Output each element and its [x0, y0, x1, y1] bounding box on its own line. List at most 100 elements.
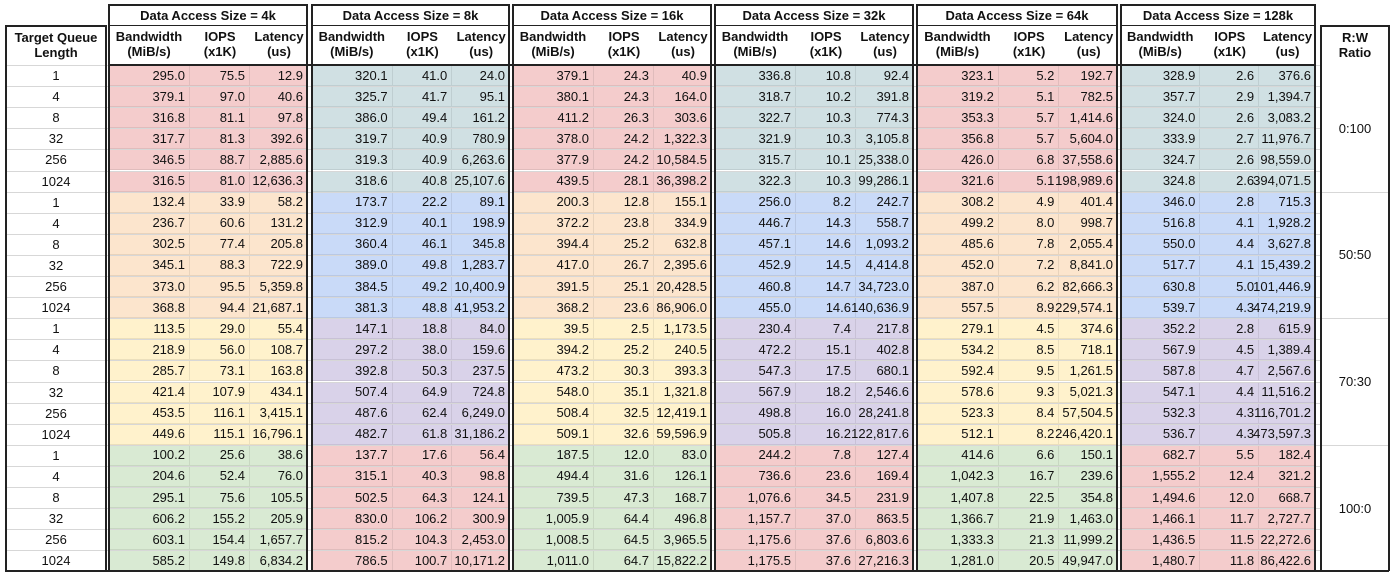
queue-length-cell: 8 — [52, 110, 60, 126]
table-cell: 104.3 — [392, 529, 453, 551]
group-title: Data Access Size = 16k — [540, 7, 684, 23]
table-cell: 354.8 — [1059, 487, 1118, 509]
table-cell: 325.7 — [311, 86, 393, 108]
table-cell: 24.2 — [594, 128, 654, 150]
table-cell: 487.6 — [311, 402, 393, 424]
border-line — [512, 4, 514, 572]
border-line — [508, 4, 510, 572]
table-cell: 10.3 — [796, 107, 856, 129]
block-divider — [1320, 191, 1390, 193]
table-cell: 149.8 — [190, 550, 250, 572]
table-cell: 1,157.7 — [714, 508, 796, 530]
row-divider — [6, 254, 1320, 256]
table-cell: 147.1 — [311, 318, 393, 340]
table-cell: 279.1 — [916, 318, 999, 340]
table-cell: 132.4 — [108, 191, 190, 213]
table-cell: 536.7 — [1120, 423, 1201, 445]
row-divider — [6, 423, 1320, 425]
table-cell: 40.8 — [392, 170, 453, 192]
table-cell: 21,687.1 — [250, 297, 308, 319]
table-cell: 321.9 — [714, 128, 796, 150]
table-cell: 49,947.0 — [1059, 550, 1118, 572]
queue-length-cell: 4 — [52, 215, 60, 231]
table-cell: 321.6 — [916, 170, 999, 192]
border-line — [1116, 4, 1118, 572]
table-cell: 76.0 — [250, 465, 308, 487]
border-line — [710, 4, 712, 572]
row-divider — [6, 318, 1320, 320]
table-cell: 509.1 — [512, 423, 594, 445]
table-cell: 12.8 — [594, 191, 654, 213]
table-cell: 353.3 — [916, 107, 999, 129]
table-cell: 319.3 — [311, 149, 393, 171]
table-cell: 24.3 — [594, 86, 654, 108]
table-cell: 28.1 — [594, 170, 654, 192]
table-cell: 1,389.4 — [1259, 339, 1316, 361]
table-cell: 236.7 — [108, 212, 190, 234]
border-line — [108, 25, 308, 26]
border-line — [912, 4, 914, 572]
table-cell: 318.6 — [311, 170, 393, 192]
table-cell: 88.7 — [190, 149, 250, 171]
table-cell: 49.4 — [392, 107, 453, 129]
border-line — [512, 4, 712, 6]
table-cell: 100.7 — [392, 550, 453, 572]
table-cell: 41.7 — [392, 86, 453, 108]
border-line — [1320, 25, 1390, 27]
table-cell: 169.4 — [856, 465, 914, 487]
table-cell: 116.1 — [190, 402, 250, 424]
table-cell: 198,989.6 — [1055, 170, 1118, 192]
table-cell: 31,186.2 — [452, 423, 510, 445]
table-cell: 137.7 — [311, 444, 393, 466]
table-cell: 1,322.3 — [654, 128, 712, 150]
border-line — [1314, 4, 1316, 572]
queue-length-cell: 1 — [52, 194, 60, 210]
table-cell: 295.1 — [108, 487, 190, 509]
group-title: Data Access Size = 32k — [742, 7, 886, 23]
table-cell: 4.4 — [1200, 381, 1260, 403]
table-cell: 498.8 — [714, 402, 796, 424]
table-cell: 505.8 — [714, 423, 796, 445]
table-cell: 230.4 — [714, 318, 796, 340]
table-cell: 115.1 — [190, 423, 250, 445]
table-cell: 5,359.8 — [250, 276, 308, 298]
table-cell: 434.1 — [250, 381, 308, 403]
row-divider — [6, 508, 1320, 510]
table-cell: 1,283.7 — [452, 254, 510, 276]
table-cell: 318.7 — [714, 86, 796, 108]
table-cell: 25,338.0 — [856, 149, 914, 171]
queue-length-cell: 32 — [48, 131, 64, 147]
table-cell: 4.9 — [998, 191, 1060, 213]
table-cell: 322.7 — [714, 107, 796, 129]
table-cell: 4.5 — [1200, 339, 1260, 361]
table-cell: 40.1 — [392, 212, 453, 234]
ratio-header: R:W Ratio — [1338, 30, 1372, 60]
column-header: Latency (us) — [456, 29, 506, 59]
table-cell: 26.7 — [594, 254, 654, 276]
table-cell: 1,407.8 — [916, 487, 999, 509]
table-cell: 38.6 — [250, 444, 308, 466]
column-header: IOPS (x1K) — [1213, 29, 1247, 59]
table-cell: 30.3 — [594, 360, 654, 382]
border-line — [108, 4, 110, 572]
table-cell: 34,723.0 — [856, 276, 914, 298]
table-cell: 52.4 — [190, 465, 250, 487]
table-cell: 381.3 — [311, 297, 393, 319]
table-cell: 386.0 — [311, 107, 393, 129]
row-divider — [6, 212, 1320, 214]
table-cell: 49.8 — [392, 254, 453, 276]
row-divider — [6, 297, 1320, 299]
table-cell: 107.9 — [190, 381, 250, 403]
table-cell: 387.0 — [916, 276, 999, 298]
table-cell: 391.5 — [512, 276, 594, 298]
table-cell: 1,175.6 — [714, 529, 796, 551]
table-cell: 4.1 — [1200, 212, 1260, 234]
table-cell: 6,263.6 — [452, 149, 510, 171]
table-cell: 394,071.5 — [1253, 170, 1316, 192]
table-cell: 11,516.2 — [1259, 381, 1316, 403]
table-cell: 473,597.3 — [1253, 423, 1316, 445]
table-cell: 523.3 — [916, 402, 999, 424]
table-cell: 300.9 — [452, 508, 510, 530]
table-cell: 316.8 — [108, 107, 190, 129]
table-cell: 12.0 — [594, 444, 654, 466]
